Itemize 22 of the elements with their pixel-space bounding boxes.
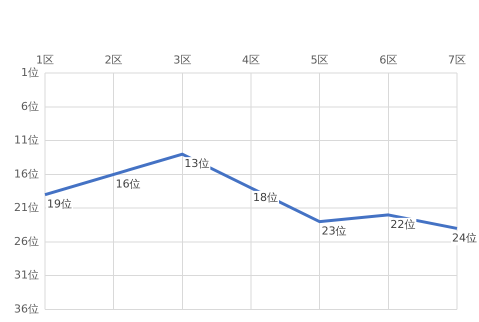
y-tick-label: 16位	[14, 167, 39, 180]
data-label: 16位	[116, 177, 141, 190]
data-label: 18位	[253, 190, 278, 204]
y-tick-label: 6位	[20, 100, 39, 113]
data-label: 19位	[46, 198, 72, 211]
y-tick-label: 21位	[14, 201, 39, 214]
x-tick-label: 7区	[448, 53, 466, 66]
data-label: 13位	[184, 157, 210, 170]
x-tick-label: 6区	[379, 53, 398, 66]
x-tick-label: 2区	[104, 53, 123, 66]
x-tick-label: 5区	[310, 53, 329, 66]
y-tick-label: 11位	[14, 134, 39, 147]
y-tick-label: 26位	[14, 234, 39, 248]
y-tick-label: 1位	[20, 66, 39, 80]
x-tick-label: 3区	[173, 53, 192, 66]
data-label: 23位	[322, 224, 347, 238]
x-tick-label: 1区	[36, 53, 54, 66]
data-label: 24位	[452, 231, 478, 244]
y-tick-label: 36位	[14, 302, 39, 316]
x-tick-label: 4区	[242, 53, 260, 66]
data-label: 22位	[390, 218, 416, 231]
y-tick-label: 31位	[14, 268, 39, 282]
